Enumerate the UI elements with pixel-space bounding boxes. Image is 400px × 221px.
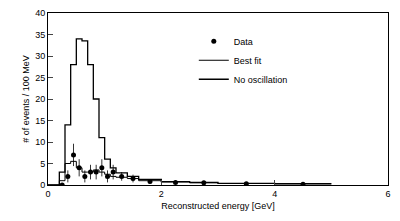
svg-text:30: 30 (35, 51, 45, 61)
svg-text:0: 0 (45, 189, 50, 199)
svg-text:Best fit: Best fit (234, 56, 262, 66)
svg-text:35: 35 (35, 30, 45, 40)
svg-text:2: 2 (159, 189, 164, 199)
svg-text:40: 40 (35, 8, 45, 18)
svg-text:5: 5 (40, 159, 45, 169)
svg-text:Data: Data (234, 37, 253, 47)
svg-text:Reconstructed energy [GeV]: Reconstructed energy [GeV] (161, 201, 275, 211)
svg-text:0: 0 (40, 180, 45, 190)
svg-text:20: 20 (35, 94, 45, 104)
svg-text:4: 4 (272, 189, 277, 199)
svg-text:25: 25 (35, 73, 45, 83)
svg-text:No oscillation: No oscillation (234, 75, 288, 85)
svg-text:6: 6 (385, 189, 390, 199)
svg-text:# of events / 100 MeV: # of events / 100 MeV (21, 55, 31, 143)
svg-text:10: 10 (35, 137, 45, 147)
svg-text:15: 15 (35, 116, 45, 126)
